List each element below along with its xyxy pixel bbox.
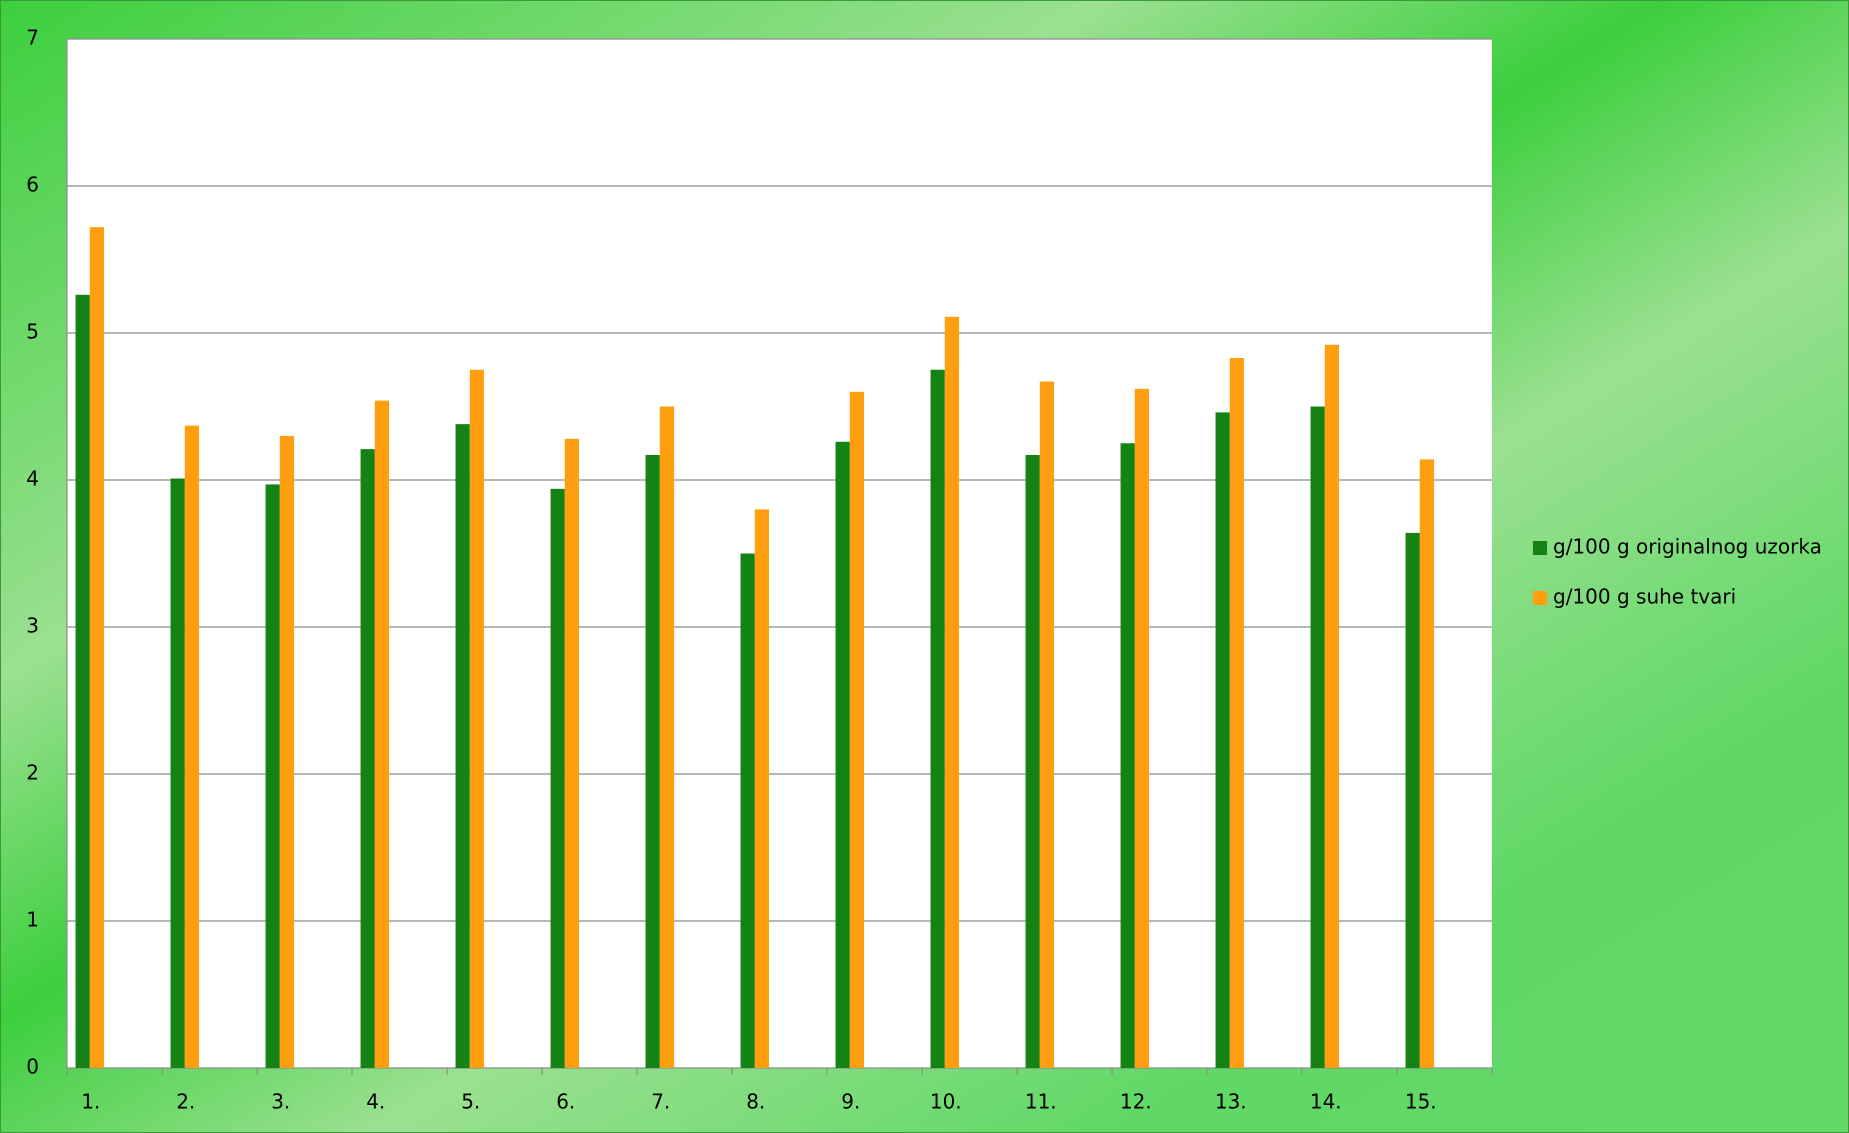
x-tick-label: 10.	[930, 1090, 962, 1114]
bar	[1310, 406, 1325, 1068]
bar	[944, 316, 960, 1069]
bar	[360, 449, 375, 1068]
x-tick-label: 7.	[651, 1090, 670, 1114]
legend-label: g/100 g originalnog uzorka	[1553, 535, 1822, 559]
bar	[740, 553, 755, 1068]
y-tick-label: 0	[26, 1055, 39, 1079]
legend-swatch	[1533, 541, 1547, 555]
bar	[374, 400, 390, 1068]
bar	[754, 509, 770, 1068]
y-tick-label: 6	[26, 173, 39, 197]
bar	[170, 478, 185, 1068]
x-tick-label: 11.	[1025, 1090, 1057, 1114]
bar	[1229, 357, 1245, 1068]
y-tick-label: 7	[26, 26, 39, 50]
x-tick-label: 3.	[271, 1090, 290, 1114]
x-tick-label: 9.	[841, 1090, 860, 1114]
bar	[1324, 344, 1340, 1068]
bar	[550, 488, 565, 1068]
bar	[184, 425, 200, 1068]
x-tick-label: 5.	[461, 1090, 480, 1114]
bar	[1405, 532, 1420, 1068]
plot-area	[67, 39, 1492, 1068]
bar	[1039, 381, 1055, 1068]
x-tick-label: 8.	[746, 1090, 765, 1114]
x-tick-label: 13.	[1215, 1090, 1247, 1114]
bar	[1215, 412, 1230, 1068]
y-tick-label: 2	[26, 761, 39, 785]
bar	[564, 438, 580, 1069]
bar	[835, 441, 850, 1068]
legend-label: g/100 g suhe tvari	[1553, 585, 1736, 609]
y-tick-label: 4	[26, 467, 39, 491]
bar	[1419, 459, 1435, 1068]
legend-swatch	[1533, 591, 1547, 605]
x-tick-label: 12.	[1120, 1090, 1152, 1114]
bar	[645, 455, 660, 1068]
bar	[659, 406, 675, 1068]
x-tick-label: 4.	[366, 1090, 385, 1114]
bar	[265, 484, 280, 1068]
bar	[469, 369, 485, 1068]
bar	[849, 391, 865, 1068]
x-tick-label: 1.	[81, 1090, 100, 1114]
bar	[279, 435, 295, 1068]
y-tick-label: 5	[26, 320, 39, 344]
bar	[455, 424, 470, 1068]
bar	[1025, 455, 1040, 1068]
bar	[1134, 388, 1150, 1068]
bar	[1120, 443, 1135, 1068]
bar	[75, 294, 90, 1068]
x-tick-label: 6.	[556, 1090, 575, 1114]
x-tick-label: 2.	[176, 1090, 195, 1114]
y-tick-label: 3	[26, 614, 39, 638]
x-tick-label: 15.	[1405, 1090, 1437, 1114]
y-tick-label: 1	[26, 908, 39, 932]
x-tick-label: 14.	[1310, 1090, 1342, 1114]
bar	[89, 227, 105, 1068]
bar	[930, 369, 945, 1068]
